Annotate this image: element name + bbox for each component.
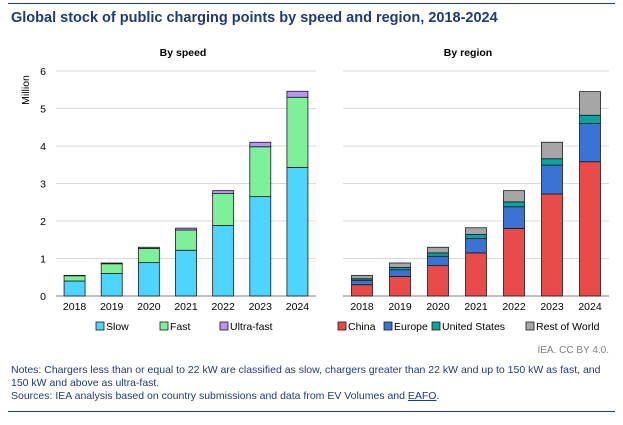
bar-fast-2020 bbox=[137, 247, 160, 264]
top-rule bbox=[8, 3, 615, 4]
bar-europe-2020 bbox=[427, 255, 449, 267]
legend-label-rest-of-world: Rest of World bbox=[536, 321, 600, 333]
charts-area: By speed Million 0 1 2 3 4 5 6 2018 2019 2020 202… bbox=[20, 47, 609, 333]
legend-label-ultra-fast: Ultra-fast bbox=[230, 321, 273, 333]
legend-swatch-ultra-fast bbox=[219, 321, 229, 331]
bottom-rule bbox=[8, 411, 615, 412]
legend-label-slow: Slow bbox=[106, 321, 129, 333]
credit-text: IEA. CC BY 4.0. bbox=[537, 345, 609, 356]
y-tick-label: 5 bbox=[40, 104, 46, 116]
x-tick-label: 2018 bbox=[63, 301, 87, 313]
bar-slow-2022 bbox=[212, 225, 235, 297]
bar-europe-2019 bbox=[389, 269, 411, 277]
bar-slow-2020 bbox=[137, 262, 160, 297]
bar-china-2021 bbox=[465, 252, 487, 297]
x-tick-label: 2024 bbox=[578, 301, 602, 313]
y-tick-label: 3 bbox=[40, 179, 46, 191]
bar-united-states-2021 bbox=[465, 234, 487, 240]
notes-text: Notes: Chargers less than or equal to 22… bbox=[11, 364, 601, 389]
x-tick-label: 2021 bbox=[464, 301, 488, 313]
y-tick-label: 2 bbox=[40, 216, 46, 228]
bar-rest-of-world-2019 bbox=[389, 262, 411, 268]
legend-swatch-europe bbox=[383, 321, 393, 331]
bar-fast-2022 bbox=[212, 193, 235, 226]
bar-europe-2024 bbox=[579, 123, 601, 163]
bar-europe-2022 bbox=[503, 206, 525, 229]
bar-china-2020 bbox=[427, 265, 449, 297]
bar-fast-2021 bbox=[175, 229, 197, 251]
bar-slow-2018 bbox=[63, 280, 86, 297]
bar-slow-2023 bbox=[249, 196, 272, 297]
sources-prefix: Sources: IEA analysis based on country s… bbox=[11, 390, 408, 402]
y-tick-label: 6 bbox=[40, 66, 46, 78]
x-tick-label: 2023 bbox=[249, 301, 273, 313]
x-tick-label: 2022 bbox=[211, 301, 235, 313]
x-tick-label: 2024 bbox=[286, 301, 310, 313]
chart-title-by-region: By region bbox=[444, 47, 492, 59]
chart-title-by-speed: By speed bbox=[160, 47, 207, 59]
bar-fast-2023 bbox=[249, 146, 272, 198]
bar-rest-of-world-2024 bbox=[579, 91, 601, 116]
page-title: Global stock of public charging points b… bbox=[11, 10, 498, 26]
bar-united-states-2022 bbox=[503, 201, 525, 208]
x-tick-label: 2020 bbox=[426, 301, 450, 313]
bar-europe-2021 bbox=[465, 238, 487, 254]
bar-rest-of-world-2021 bbox=[465, 227, 487, 235]
bar-china-2019 bbox=[389, 276, 411, 297]
legend-swatch-fast bbox=[159, 321, 169, 331]
bar-united-states-2023 bbox=[541, 158, 563, 166]
bar-europe-2023 bbox=[541, 164, 563, 195]
y-axis-label: Million bbox=[20, 75, 32, 105]
bar-rest-of-world-2022 bbox=[503, 190, 525, 203]
x-tick-label: 2022 bbox=[502, 301, 526, 313]
x-tick-label: 2018 bbox=[350, 301, 374, 313]
bar-china-2024 bbox=[579, 161, 601, 297]
bar-china-2023 bbox=[541, 193, 563, 297]
bar-ultra-fast-2019 bbox=[100, 262, 123, 265]
bar-china-2018 bbox=[351, 284, 373, 297]
bar-rest-of-world-2020 bbox=[427, 246, 449, 254]
y-tick-label: 4 bbox=[40, 141, 46, 153]
bar-ultra-fast-2020 bbox=[137, 246, 160, 249]
x-tick-label: 2019 bbox=[100, 301, 124, 313]
notes-block: Notes: Chargers less than or equal to 22… bbox=[11, 364, 616, 403]
bar-united-states-2020 bbox=[427, 252, 449, 257]
sources-text: Sources: IEA analysis based on country s… bbox=[11, 390, 616, 403]
bar-ultra-fast-2023 bbox=[249, 141, 272, 148]
bar-rest-of-world-2018 bbox=[351, 274, 373, 280]
legend-swatch-rest-of-world bbox=[525, 321, 535, 331]
sources-suffix: . bbox=[436, 390, 440, 402]
chart-by-region: By region 2018 2019 2020 2021 2022 2023 2024 C… bbox=[337, 47, 609, 333]
legend-label-china: China bbox=[348, 321, 376, 333]
bar-slow-2021 bbox=[175, 249, 197, 297]
x-tick-label: 2023 bbox=[540, 301, 564, 313]
legend-label-fast: Fast bbox=[170, 321, 191, 333]
bar-ultra-fast-2022 bbox=[212, 190, 235, 195]
chart-by-speed: By speed Million 0 1 2 3 4 5 6 2018 2019 2020 202… bbox=[20, 47, 316, 333]
bar-slow-2019 bbox=[100, 273, 123, 297]
y-tick-label: 0 bbox=[40, 291, 46, 303]
bar-europe-2018 bbox=[351, 279, 373, 286]
bar-fast-2024 bbox=[286, 96, 309, 168]
legend-swatch-united-states bbox=[431, 321, 441, 331]
legend-label-europe: Europe bbox=[394, 321, 428, 333]
bar-fast-2019 bbox=[100, 263, 123, 274]
eafo-link[interactable]: EAFO bbox=[407, 390, 437, 402]
legend-label-united-states: United States bbox=[442, 321, 505, 333]
y-tick-label: 1 bbox=[40, 254, 46, 266]
bar-china-2022 bbox=[503, 228, 525, 297]
x-tick-label: 2021 bbox=[174, 301, 198, 313]
bar-slow-2024 bbox=[286, 166, 309, 297]
x-tick-label: 2019 bbox=[388, 301, 412, 313]
legend-swatch-china bbox=[337, 321, 347, 331]
bar-fast-2018 bbox=[63, 275, 86, 282]
bar-ultra-fast-2024 bbox=[286, 90, 309, 98]
x-tick-label: 2020 bbox=[137, 301, 161, 313]
bar-united-states-2024 bbox=[579, 114, 601, 124]
bar-ultra-fast-2021 bbox=[175, 227, 197, 231]
bar-rest-of-world-2023 bbox=[541, 141, 563, 160]
legend-swatch-slow bbox=[95, 321, 105, 331]
